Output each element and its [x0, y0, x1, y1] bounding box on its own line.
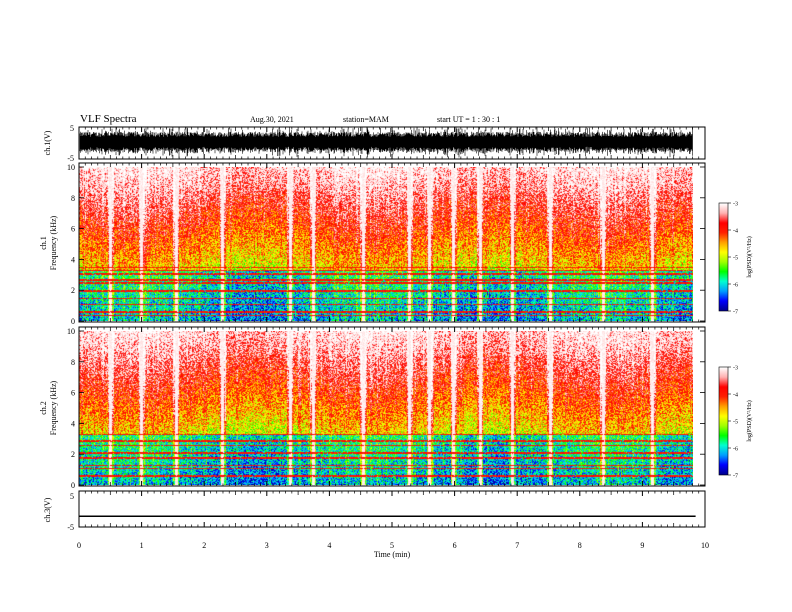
colorbar-ch2-ticks: -3 -4 -5 -6 -7	[728, 366, 738, 480]
ch1-waveform-ylabel: ch.1(V)	[43, 130, 52, 155]
ch1-spectrogram-ylabel-line1: ch.1	[39, 236, 48, 250]
time-tick-label: 10	[701, 541, 709, 550]
colorbar-tick-label: -3	[733, 366, 738, 372]
colorbar-tick-label: -5	[733, 420, 738, 426]
time-tick-label: 9	[640, 541, 644, 550]
colorbar-tick-label: -7	[733, 310, 738, 316]
ch2-spectrogram-yticks: 0 2 4 6 8 10	[67, 327, 705, 490]
ch2-spectrogram-image	[79, 331, 693, 485]
time-ticks	[78, 127, 706, 527]
time-tick-label: 3	[265, 541, 269, 550]
colorbar-tick-label: -7	[733, 474, 738, 480]
ch1-spectrogram-yticks: 0 2 4 6 8 10	[67, 163, 705, 326]
colorbar-tick-label: -5	[733, 256, 738, 262]
time-tick-label: 4	[327, 541, 331, 550]
ch1-spectrogram-ytick-label: 0	[71, 317, 75, 326]
colorbar-ch1-label: log(PSD)(V²/Hz)	[746, 236, 753, 277]
panel-ch3-waveform: 5 -5 ch.3(V)	[43, 490, 706, 532]
figure-station: station=MAM	[343, 115, 389, 124]
ch1-spectrogram-ytick-label: 10	[67, 163, 75, 172]
time-tick-label: 8	[578, 541, 582, 550]
time-tick-label: 0	[77, 541, 81, 550]
ch2-spectrogram-ytick-label: 8	[71, 358, 75, 367]
time-tick-label: 2	[202, 541, 206, 550]
ch1-spectrogram-ytick-label: 6	[71, 225, 75, 234]
colorbar-ch1-ticks: -3 -4 -5 -6 -7	[728, 202, 738, 316]
time-tick-label: 6	[453, 541, 457, 550]
ch1-waveform-samples	[79, 127, 693, 159]
ch2-spectrogram-ytick-label: 4	[71, 419, 75, 428]
panel-ch1-waveform: 5 -5 ch.1(V)	[43, 124, 706, 163]
panel-ch1-spectrogram: 0 2 4 6 8 10 ch.1 Frequency (kHz)	[39, 162, 706, 326]
ch3-waveform-ylabel: ch.3(V)	[43, 497, 52, 522]
ch1-spectrogram-ylabel-line2: Frequency (kHz)	[49, 215, 58, 270]
figure-date: Aug.30, 2021	[250, 115, 294, 124]
ch1-spectrogram-ytick-label: 4	[71, 255, 75, 264]
time-tick-label: 1	[140, 541, 144, 550]
ch1-spectrogram-ytick-label: 2	[71, 286, 75, 295]
ch2-spectrogram-ytick-label: 6	[71, 389, 75, 398]
colorbar-ch1-gradient	[719, 203, 728, 311]
ch1-spectrogram-ytick-label: 8	[71, 194, 75, 203]
figure-start-time: start UT = 1 : 30 : 1	[437, 115, 500, 124]
time-tick-label: 7	[515, 541, 519, 550]
ch1-spectrogram-image	[79, 167, 693, 321]
figure-title: VLF Spectra	[80, 113, 137, 125]
colorbar-ch2: -3 -4 -5 -6 -7 log(PSD)(V²/Hz)	[718, 366, 753, 480]
colorbar-tick-label: -4	[733, 393, 738, 399]
colorbar-ch2-label: log(PSD)(V²/Hz)	[746, 400, 753, 441]
ch1-ytick-bottom: -5	[67, 154, 74, 163]
colorbar-ch1: -3 -4 -5 -6 -7 log(PSD)(V²/Hz)	[718, 202, 753, 316]
colorbar-ch2-gradient	[719, 367, 728, 475]
ch1-ytick-top: 5	[70, 124, 74, 133]
ch3-waveform-frame	[78, 490, 706, 528]
ch1-waveform-trace	[79, 127, 693, 159]
colorbar-tick-label: -4	[733, 229, 738, 235]
colorbar-tick-label: -6	[733, 283, 738, 289]
time-tick-label: 5	[390, 541, 394, 550]
ch2-spectrogram-ytick-label: 2	[71, 450, 75, 459]
ch2-spectrogram-ytick-label: 10	[67, 327, 75, 336]
ch3-ytick-bottom: -5	[67, 523, 74, 532]
time-axis-title: Time (min)	[374, 550, 411, 559]
panel-ch2-spectrogram: 0 2 4 6 8 10 ch.2 Frequency (kHz)	[39, 326, 706, 490]
ch2-spectrogram-ylabel-line1: ch.2	[39, 401, 48, 415]
colorbar-tick-label: -3	[733, 202, 738, 208]
ch3-ytick-top: 5	[70, 492, 74, 501]
ch2-spectrogram-ylabel-line2: Frequency (kHz)	[49, 380, 58, 435]
colorbar-tick-label: -6	[733, 447, 738, 453]
time-axis-labels: 0 1 2 3 4 5 6 7 8 9 10	[77, 541, 709, 550]
ch2-spectrogram-ytick-label: 0	[71, 481, 75, 490]
